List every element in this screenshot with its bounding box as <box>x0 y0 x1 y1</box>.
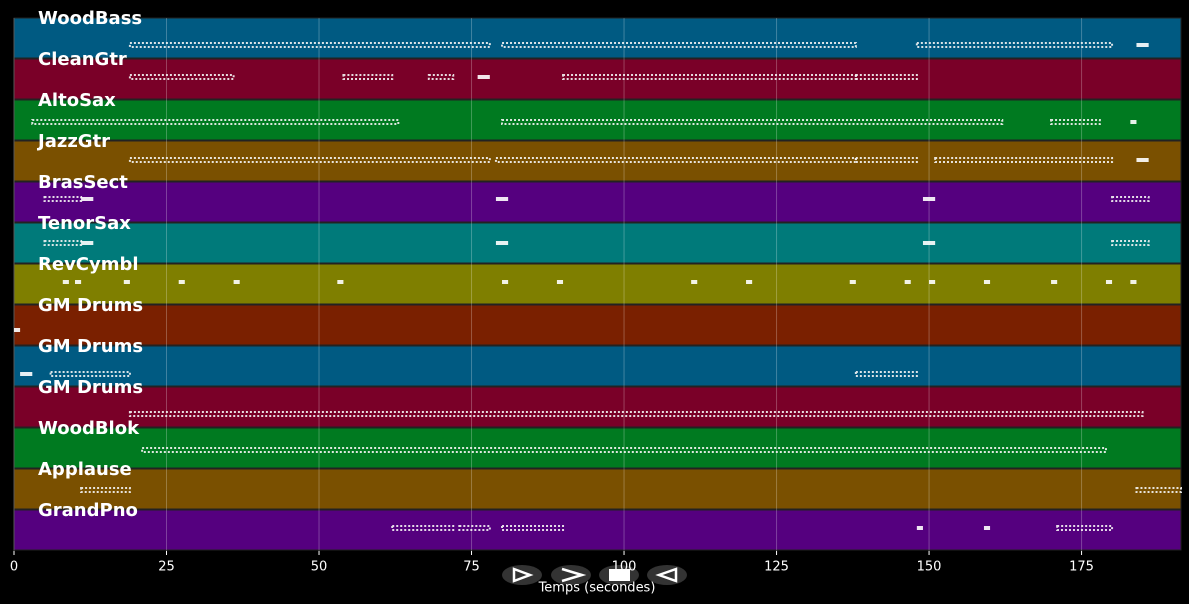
track-label: JazzGtr <box>36 131 110 152</box>
track-label: GM Drums <box>38 336 143 357</box>
note <box>337 280 344 284</box>
note <box>922 197 936 201</box>
note <box>934 157 1114 163</box>
x-tick-label: 25 <box>158 560 175 575</box>
x-tick-label: 175 <box>1069 560 1094 575</box>
note <box>691 280 698 284</box>
note <box>1130 280 1137 284</box>
note <box>502 280 509 284</box>
x-tick-label: 100 <box>612 560 637 575</box>
note <box>31 119 400 125</box>
x-tick-label: 0 <box>10 560 18 575</box>
note <box>495 197 509 201</box>
playback-controls <box>502 565 687 585</box>
note <box>915 42 1114 48</box>
note <box>1136 158 1149 162</box>
note <box>20 372 33 376</box>
note <box>62 280 69 284</box>
track-label: WoodBass <box>38 8 142 29</box>
track-label: WoodBlok <box>38 418 140 439</box>
button[interactable] <box>502 565 542 585</box>
note <box>1050 119 1101 125</box>
note <box>128 42 491 48</box>
track-lane <box>13 468 1182 510</box>
track-lane <box>13 263 1182 305</box>
note <box>556 280 564 284</box>
note <box>854 157 918 163</box>
grid <box>13 18 1083 551</box>
note <box>49 371 131 377</box>
x-tick-label: 125 <box>764 560 789 575</box>
note <box>1051 280 1058 284</box>
note <box>178 280 185 284</box>
note <box>854 371 918 377</box>
note <box>128 74 235 80</box>
note <box>501 525 565 531</box>
track-label: TenorSax <box>38 213 131 234</box>
icon <box>609 569 630 581</box>
labels: WoodBass CleanGtr AltoSax JazzGtr BrasSect Te… <box>36 8 143 521</box>
note <box>477 75 490 79</box>
note <box>1130 120 1137 124</box>
note <box>458 525 491 531</box>
note <box>427 74 455 80</box>
note <box>854 74 918 80</box>
note <box>75 280 82 284</box>
track-lane <box>13 509 1182 551</box>
note <box>81 241 94 245</box>
x-tick-label: 150 <box>917 560 942 575</box>
x-tick-label: 75 <box>463 560 480 575</box>
track-label: AltoSax <box>38 90 116 111</box>
track-label: BrasSect <box>38 172 128 193</box>
track-lane <box>13 304 1182 346</box>
note <box>495 241 509 245</box>
note <box>1056 525 1114 531</box>
note <box>128 157 491 163</box>
track-lane <box>13 181 1182 223</box>
x-tick-label: 50 <box>311 560 328 575</box>
track-label: GrandPno <box>38 500 138 521</box>
track-label: CleanGtr <box>38 49 127 70</box>
note <box>983 280 991 284</box>
track-lane <box>13 427 1182 469</box>
note <box>233 280 240 284</box>
note <box>1105 280 1113 284</box>
x-axis-label: Temps (secondes) <box>538 581 656 596</box>
icon <box>512 567 534 583</box>
note <box>849 280 856 284</box>
note <box>391 525 455 531</box>
note <box>80 487 131 493</box>
note <box>141 447 1107 453</box>
note <box>916 526 923 530</box>
track-label: GM Drums <box>38 377 143 398</box>
note <box>746 280 753 284</box>
icon <box>655 567 678 583</box>
note <box>501 42 857 48</box>
track-lane <box>13 222 1182 264</box>
note <box>929 280 936 284</box>
note <box>1136 43 1149 47</box>
note <box>14 328 21 332</box>
track-label: Applause <box>38 459 132 480</box>
track-label: RevCymbl <box>38 254 139 275</box>
note <box>983 526 991 530</box>
note <box>342 74 394 80</box>
track-lane <box>13 17 1182 59</box>
track-lane <box>13 386 1182 428</box>
note <box>123 280 130 284</box>
track-label: GM Drums <box>38 295 143 316</box>
note <box>922 241 936 245</box>
track-lane <box>13 345 1182 387</box>
button[interactable] <box>551 565 591 585</box>
note <box>904 280 911 284</box>
tracks <box>13 17 1182 551</box>
icon <box>561 567 587 583</box>
notes <box>14 42 1182 531</box>
note <box>81 197 94 201</box>
